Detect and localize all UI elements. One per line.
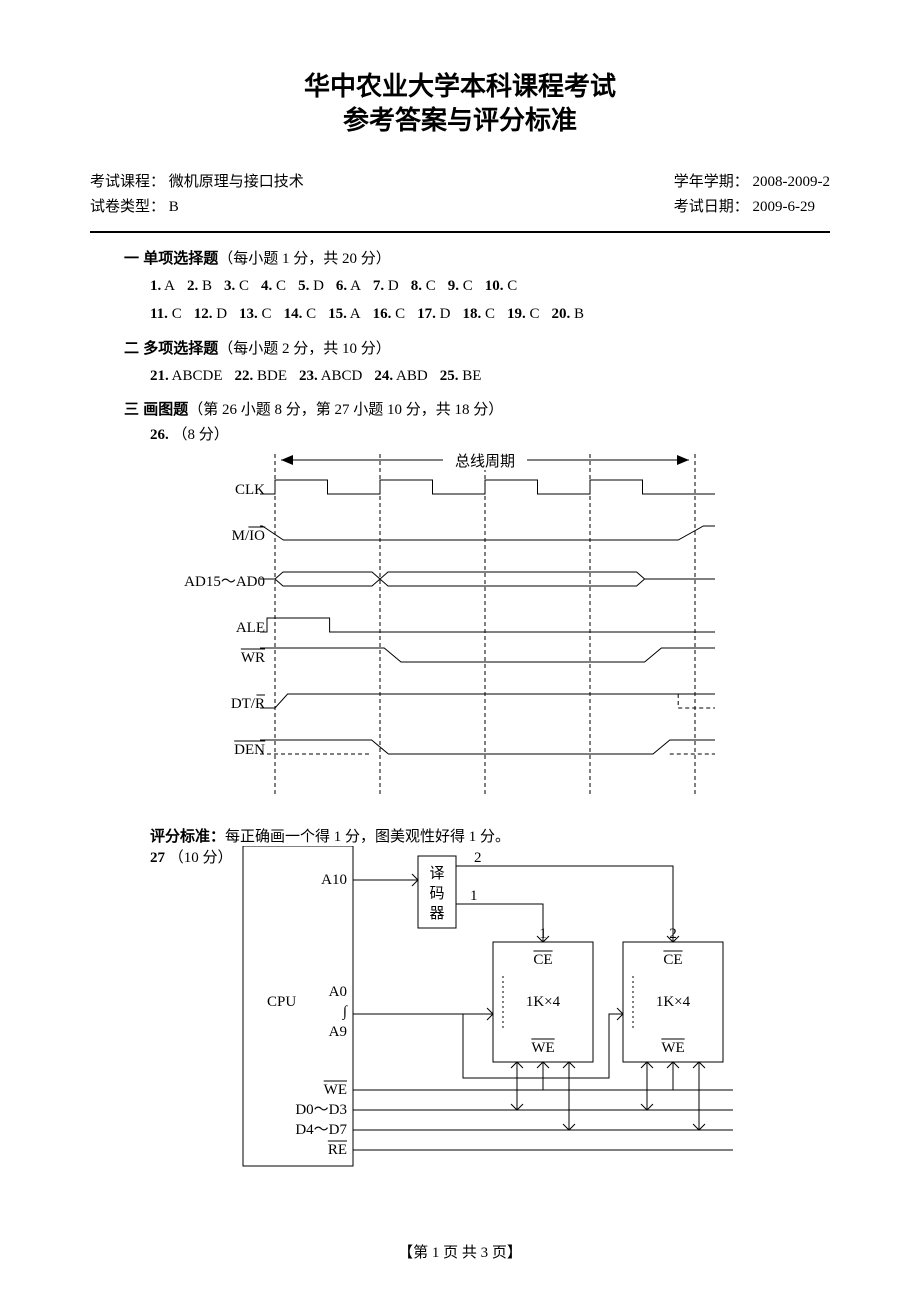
svg-text:D0～D3: D0～D3 <box>295 1102 347 1118</box>
svg-text:A10: A10 <box>321 872 347 888</box>
svg-text:WE: WE <box>661 1040 684 1056</box>
title-line-1: 华中农业大学本科课程考试 <box>90 70 830 104</box>
term-label: 学年学期： <box>674 174 749 190</box>
q26-label: 26. （8 分） <box>150 423 830 444</box>
svg-text:WR: WR <box>241 650 265 666</box>
svg-text:CPU: CPU <box>267 994 296 1010</box>
term-value: 2008-2009-2 <box>753 174 831 190</box>
svg-text:DEN: DEN <box>234 742 265 758</box>
svg-text:DT/R: DT/R <box>231 696 265 712</box>
block-diagram: CPUA10A0∫A9WED0～D3D4～D7RE译码器211CE1K×4WE2… <box>233 846 753 1176</box>
title-line-2: 参考答案与评分标准 <box>90 104 830 138</box>
svg-text:D4～D7: D4～D7 <box>295 1122 347 1138</box>
section1-answers-row1: 1. A2. B3. C4. C5. D6. A7. D8. C9. C10. … <box>150 272 830 301</box>
section1-heading: 一 单项选择题（每小题 1 分，共 20 分） <box>124 247 830 268</box>
scoring-line: 评分标准：每正确画一个得 1 分，图美观性好得 1 分。 <box>150 825 830 846</box>
section3-heading: 三 画图题（第 26 小题 8 分，第 27 小题 10 分，共 18 分） <box>124 398 830 419</box>
date-label: 考试日期： <box>674 199 749 215</box>
page-footer: 【第 1 页 共 3 页】 <box>0 1241 920 1262</box>
svg-text:2: 2 <box>474 850 482 866</box>
svg-text:AD15～AD0: AD15～AD0 <box>184 574 265 590</box>
course-value: 微机原理与接口技术 <box>169 174 304 190</box>
divider <box>90 231 830 233</box>
section2-answers-row: 21. ABCDE22. BDE23. ABCD24. ABD25. BE <box>150 362 830 391</box>
meta-block: 考试课程： 微机原理与接口技术 试卷类型： B 学年学期： 2008-2009-… <box>90 170 830 221</box>
svg-text:A9: A9 <box>328 1024 346 1040</box>
section2-heading: 二 多项选择题（每小题 2 分，共 10 分） <box>124 337 830 358</box>
svg-text:CE: CE <box>663 952 682 968</box>
svg-text:1K×4: 1K×4 <box>525 994 560 1010</box>
type-label: 试卷类型： <box>90 199 165 215</box>
svg-text:WE: WE <box>323 1082 346 1098</box>
q27-label: 27 （10 分） <box>150 846 233 867</box>
svg-text:WE: WE <box>531 1040 554 1056</box>
svg-text:M/IO: M/IO <box>232 528 266 544</box>
svg-text:RE: RE <box>327 1142 346 1158</box>
svg-text:器: 器 <box>429 906 444 922</box>
date-value: 2009-6-29 <box>753 199 816 215</box>
svg-text:ALE: ALE <box>236 620 265 636</box>
section1-answers-row2: 11. C12. D13. C14. C15. A16. C17. D18. C… <box>150 300 830 329</box>
course-label: 考试课程： <box>90 174 165 190</box>
svg-text:1K×4: 1K×4 <box>655 994 690 1010</box>
svg-text:总线周期: 总线周期 <box>455 453 515 470</box>
svg-text:码: 码 <box>429 885 444 902</box>
svg-text:CE: CE <box>533 952 552 968</box>
timing-diagram: 总线周期 CLK M/IO AD15～AD0 ALE WR DT/R DEN <box>150 444 750 814</box>
svg-text:译: 译 <box>429 865 444 882</box>
svg-text:CLK: CLK <box>235 482 265 498</box>
svg-text:∫: ∫ <box>341 1004 348 1020</box>
type-value: B <box>169 199 179 215</box>
svg-text:1: 1 <box>470 888 478 904</box>
svg-text:A0: A0 <box>328 984 346 1000</box>
